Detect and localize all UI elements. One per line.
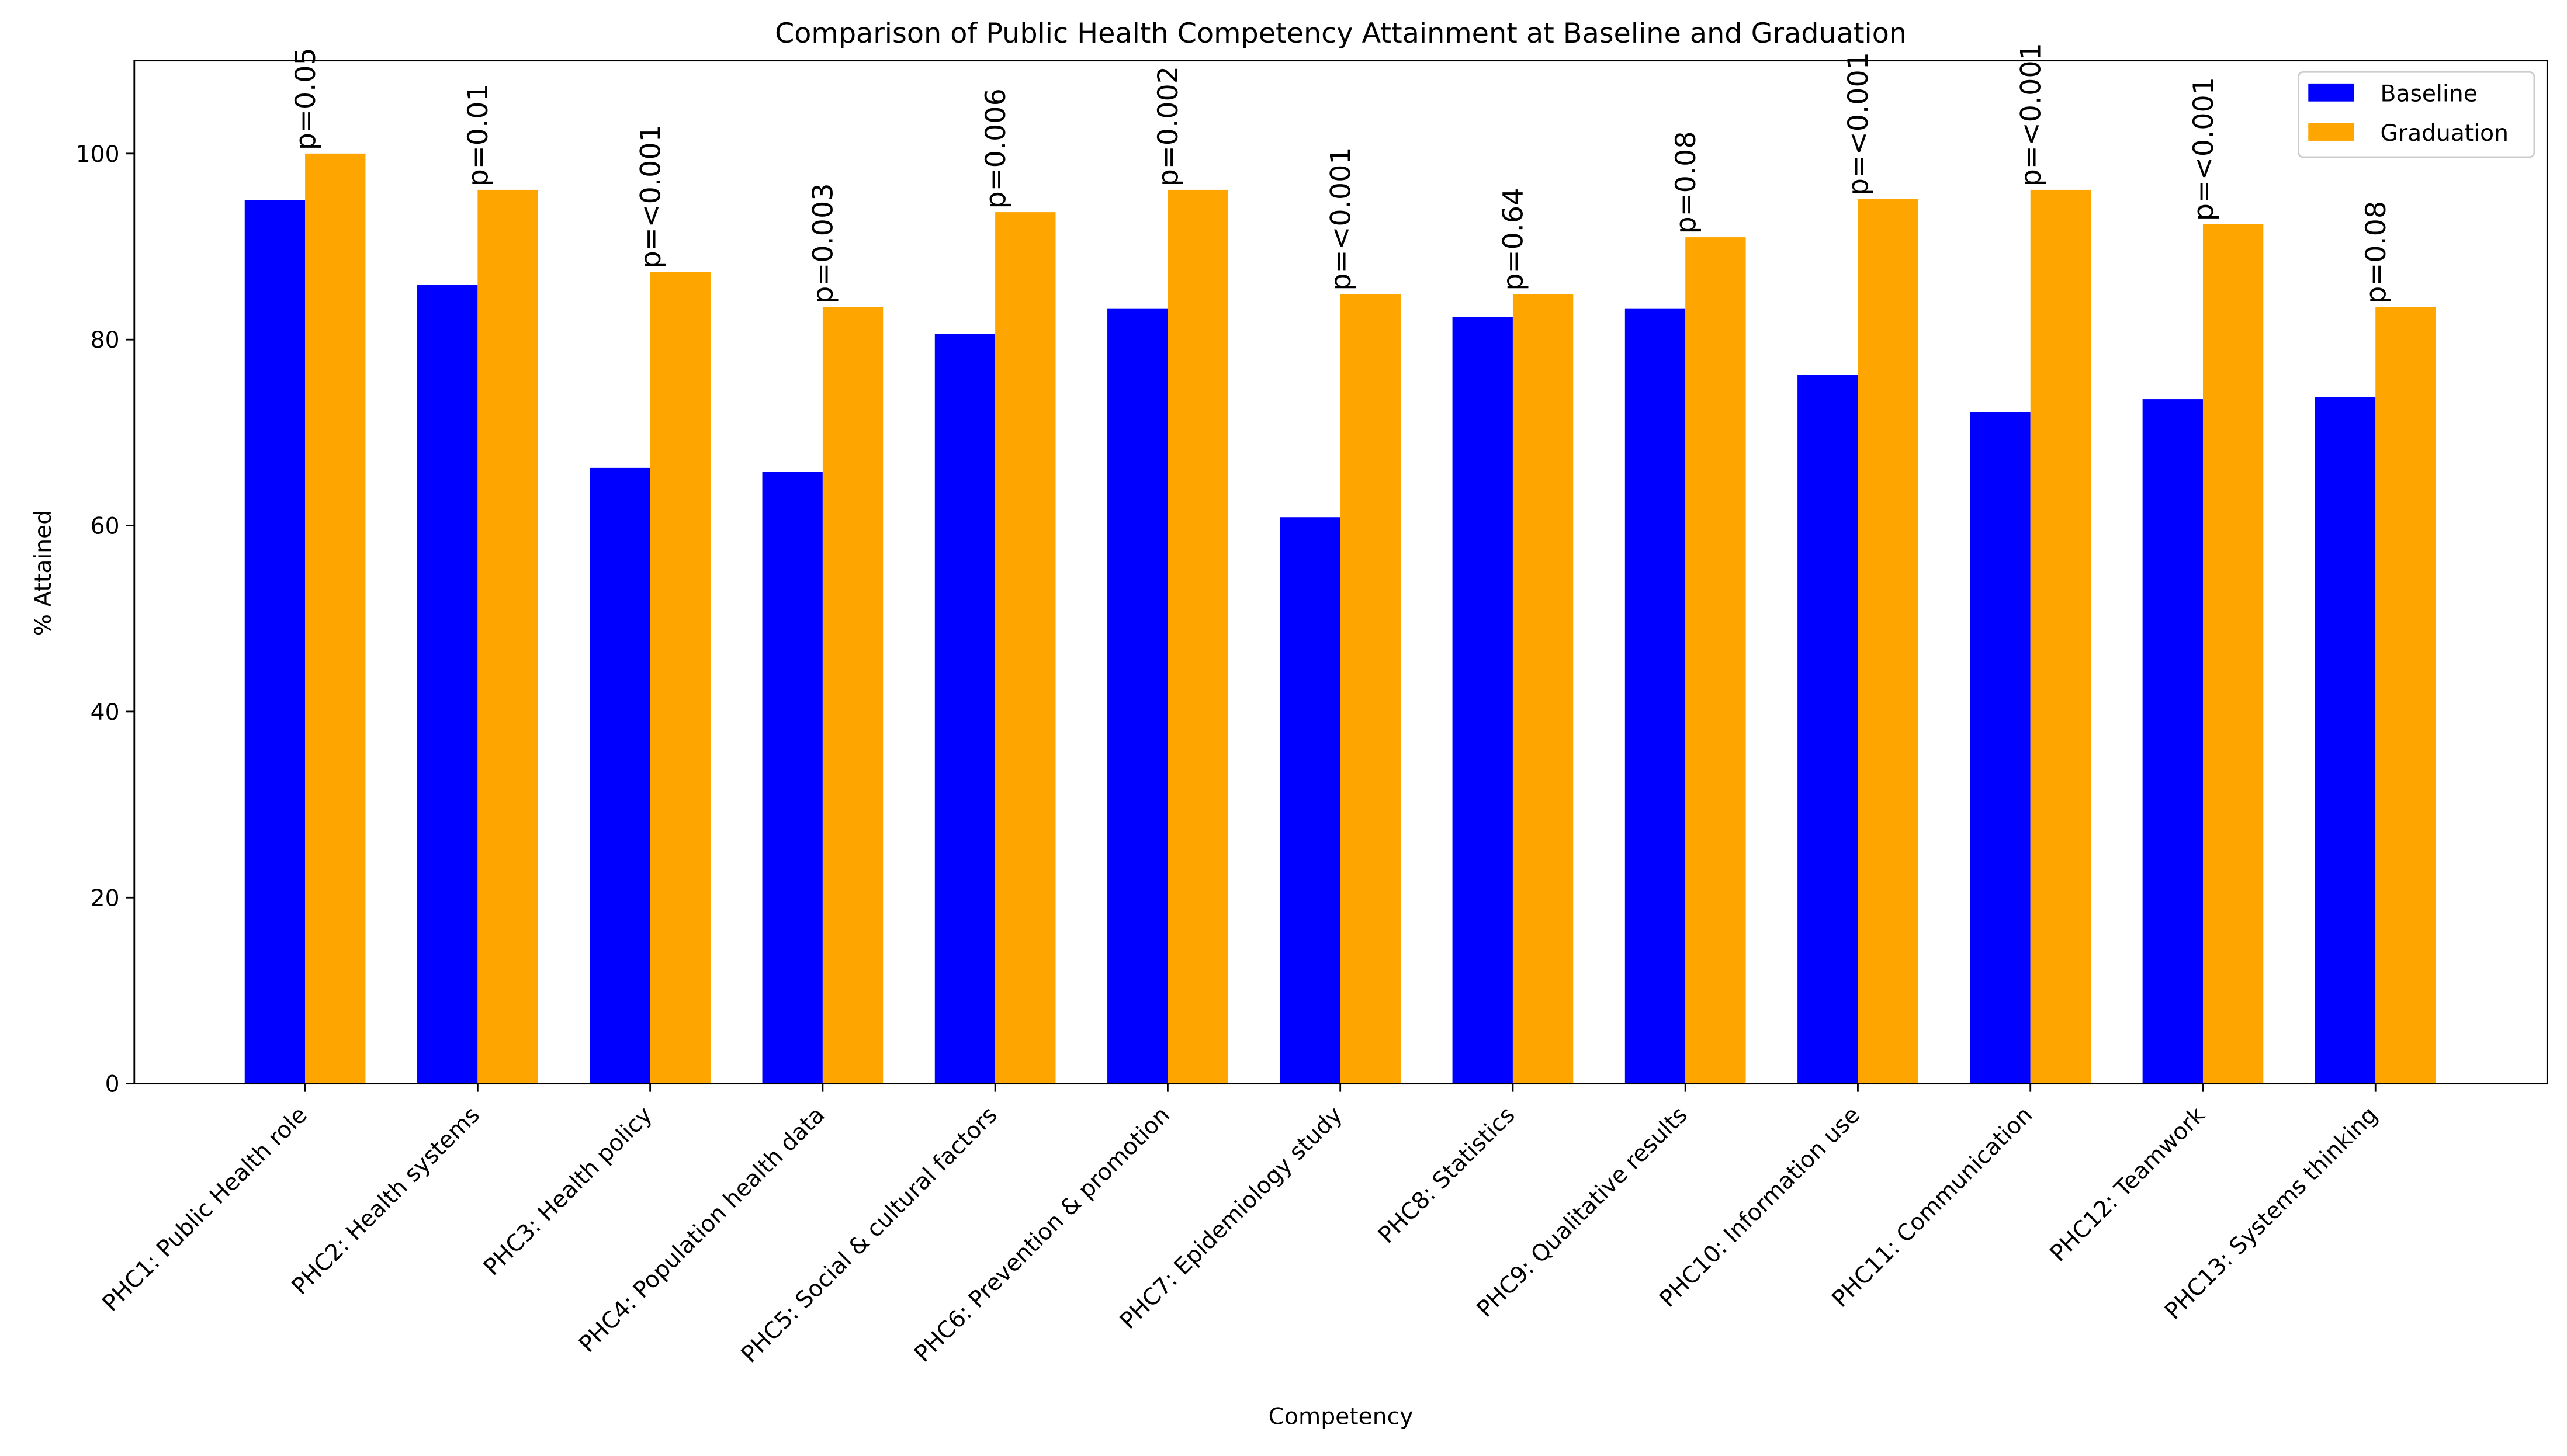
bar-baseline-12	[2142, 399, 2203, 1084]
p-value-label: p=<0.001	[2188, 77, 2220, 221]
x-tick-label: PHC2: Health systems	[287, 1102, 485, 1300]
y-axis-label: % Attained	[30, 510, 57, 636]
legend-swatch-graduation	[2308, 123, 2354, 141]
p-value-label: p=0.003	[808, 183, 840, 303]
bar-graduation-1	[305, 153, 366, 1084]
y-tick-label: 40	[91, 699, 120, 726]
bar-graduation-13	[2375, 307, 2436, 1084]
bar-baseline-4	[762, 472, 823, 1084]
bar-graduation-4	[822, 307, 884, 1084]
p-value-label: p=0.002	[1152, 66, 1184, 186]
y-tick-label: 80	[91, 327, 120, 353]
x-tick-label: PHC1: Public Health role	[98, 1102, 313, 1317]
legend-label-graduation: Graduation	[2381, 120, 2509, 147]
chart-title: Comparison of Public Health Competency A…	[775, 18, 1907, 50]
y-tick-label: 60	[91, 514, 120, 540]
p-value-label: p=0.05	[290, 47, 322, 150]
p-value-label: p=0.01	[462, 84, 494, 186]
x-axis-label: Competency	[1269, 1403, 1414, 1430]
bar-graduation-8	[1512, 294, 1574, 1084]
x-tick-label: PHC11: Communication	[1827, 1102, 2038, 1313]
bar-graduation-5	[995, 212, 1056, 1084]
bar-graduation-9	[1685, 237, 1746, 1084]
bar-graduation-3	[650, 271, 711, 1084]
bar-baseline-2	[417, 285, 478, 1084]
p-value-label: p=<0.001	[1842, 52, 1875, 196]
x-tick-label: PHC3: Health policy	[479, 1102, 657, 1281]
bar-graduation-6	[1168, 189, 1228, 1084]
bar-baseline-3	[590, 467, 650, 1084]
bar-baseline-8	[1452, 317, 1513, 1084]
bar-graduation-11	[2030, 189, 2091, 1084]
p-value-label: p=<0.001	[2015, 43, 2048, 186]
y-tick-label: 100	[76, 141, 120, 168]
legend: Baseline Graduation	[2298, 71, 2535, 158]
p-value-label: p=0.64	[1498, 188, 1530, 290]
p-value-label: p=0.08	[2360, 201, 2392, 304]
legend-swatch-baseline	[2308, 83, 2354, 102]
bar-baseline-10	[1797, 375, 1858, 1084]
bar-baseline-7	[1280, 517, 1340, 1084]
bar-baseline-11	[1970, 412, 2031, 1084]
bar-baseline-1	[244, 200, 306, 1084]
p-value-label: p=0.006	[980, 88, 1012, 209]
bar-baseline-5	[934, 334, 996, 1084]
p-value-label: p=<0.001	[1325, 147, 1357, 290]
legend-frame	[2298, 71, 2535, 158]
bar-baseline-13	[2315, 397, 2376, 1084]
x-tick-label: PHC12: Teamwork	[2045, 1102, 2211, 1267]
bar-baseline-6	[1107, 308, 1168, 1084]
legend-label-baseline: Baseline	[2381, 81, 2478, 108]
bar-graduation-2	[477, 189, 538, 1084]
x-tick-label: PHC8: Statistics	[1373, 1102, 1520, 1249]
p-value-label: p=<0.001	[635, 124, 667, 268]
bar-baseline-9	[1624, 308, 1686, 1084]
p-value-label: p=0.08	[1670, 131, 1702, 234]
y-tick-label: 0	[105, 1072, 120, 1098]
bar-graduation-7	[1340, 294, 1401, 1084]
x-tick-label: PHC10: Information use	[1654, 1102, 1865, 1313]
y-tick-label: 20	[91, 885, 120, 911]
bar-graduation-10	[1858, 199, 1918, 1084]
bar-graduation-12	[2202, 224, 2264, 1084]
